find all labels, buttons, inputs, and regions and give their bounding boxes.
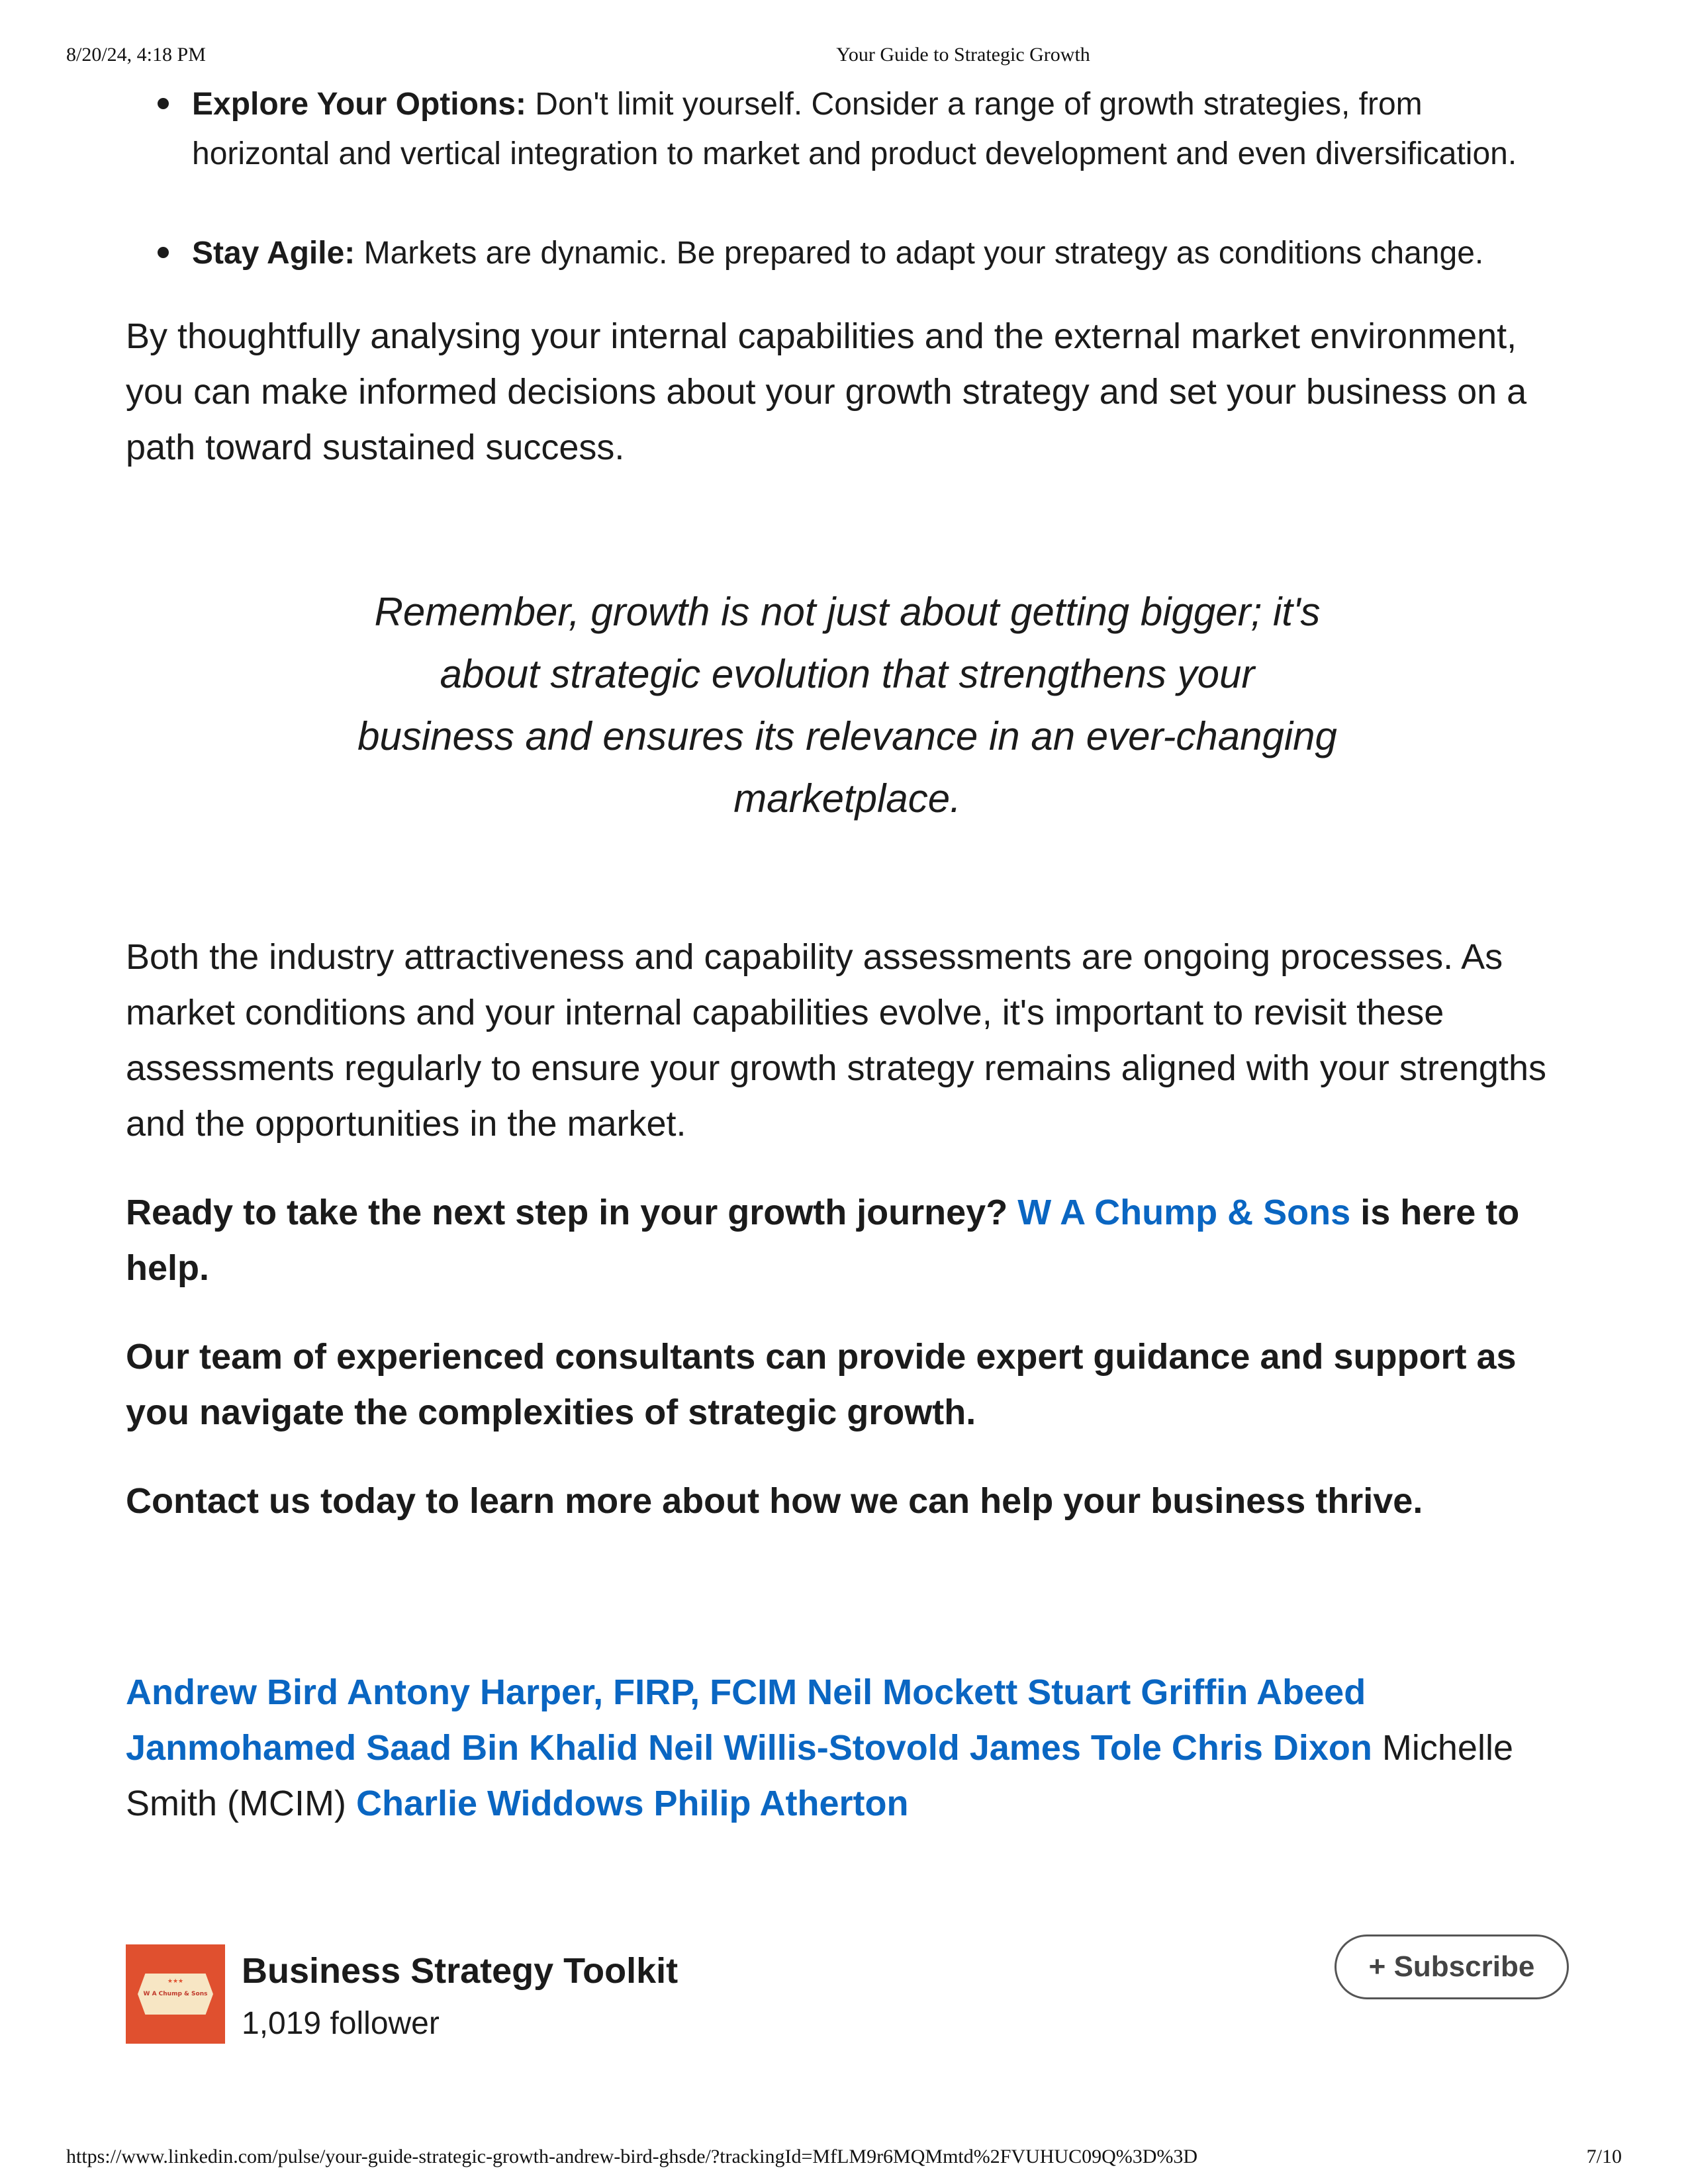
- page-number: 7/10: [1586, 2146, 1622, 2167]
- cta-paragraph: Contact us today to learn more about how…: [126, 1481, 1423, 1521]
- cta-text: Ready to take the next step in your grow…: [126, 1193, 1018, 1232]
- newsletter-title[interactable]: Business Strategy Toolkit: [242, 1951, 679, 1991]
- bullet-label: Stay Agile:: [192, 236, 355, 271]
- bullet-label: Explore Your Options:: [192, 87, 526, 122]
- print-page-title: Your Guide to Strategic Growth: [836, 44, 1090, 66]
- list-item: Stay Agile: Markets are dynamic. Be prep…: [126, 228, 1569, 278]
- tagged-people-links[interactable]: Andrew Bird Antony Harper, FIRP, FCIM Ne…: [126, 1672, 1372, 1768]
- logo-badge-icon: ★★★ W A Chump & Sons: [138, 1974, 213, 2015]
- tagged-person-plain: Michelle Smith (MCIM): [126, 1728, 1513, 1823]
- print-datetime: 8/20/24, 4:18 PM: [66, 44, 206, 66]
- logo-text: W A Chump & Sons: [143, 1991, 208, 1997]
- paragraph: Both the industry attractiveness and cap…: [126, 937, 1546, 1144]
- stars-icon: ★★★: [167, 1978, 184, 1984]
- print-footer: https://www.linkedin.com/pulse/your-guid…: [0, 2146, 1688, 2172]
- bullet-text: Don't limit yourself. Consider a range o…: [192, 87, 1517, 171]
- paragraph: By thoughtfully analysing your internal …: [126, 316, 1527, 467]
- cta-paragraph: Ready to take the next step in your grow…: [126, 1185, 1569, 1296]
- tagged-people: Andrew Bird Antony Harper, FIRP, FCIM Ne…: [126, 1664, 1569, 1831]
- print-header: 8/20/24, 4:18 PM Your Guide to Strategic…: [0, 44, 1688, 70]
- tagged-people-links[interactable]: Charlie Widdows Philip Atherton: [355, 1784, 909, 1823]
- newsletter-card: ★★★ W A Chump & Sons Business Strategy T…: [126, 1934, 1569, 2044]
- print-url: https://www.linkedin.com/pulse/your-guid…: [66, 2146, 1198, 2167]
- cta-text: is here to help.: [126, 1193, 1520, 1288]
- subscribe-button[interactable]: + Subscribe: [1335, 1934, 1569, 1999]
- article-content: Explore Your Options: Don't limit yourse…: [126, 79, 1569, 1831]
- list-item: Explore Your Options: Don't limit yourse…: [126, 79, 1569, 179]
- pull-quote: Remember, growth is not just about getti…: [357, 590, 1337, 821]
- company-link[interactable]: W A Chump & Sons: [1017, 1193, 1351, 1232]
- cta-paragraph: Our team of experienced consultants can …: [126, 1337, 1517, 1432]
- newsletter-logo[interactable]: ★★★ W A Chump & Sons: [126, 1944, 225, 2044]
- follower-count: 1,019 follower: [242, 2006, 440, 2041]
- bullet-text: Markets are dynamic. Be prepared to adap…: [355, 236, 1484, 271]
- bullet-list: Explore Your Options: Don't limit yourse…: [126, 79, 1569, 278]
